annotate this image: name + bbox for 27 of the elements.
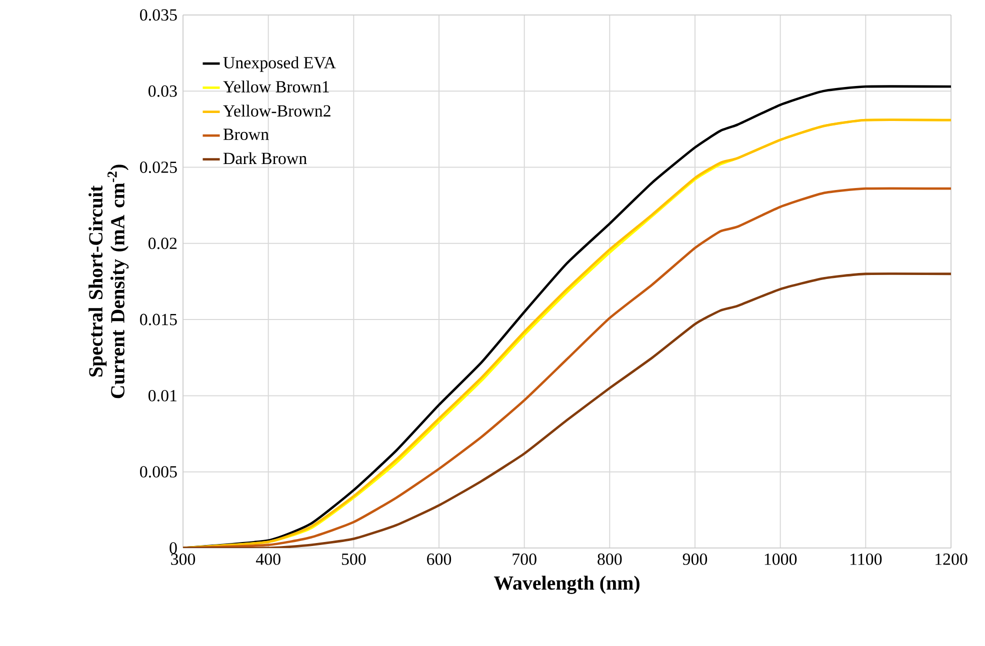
x-tick-label: 700 xyxy=(512,553,536,565)
x-axis-title: Wavelength (nm) xyxy=(494,576,640,594)
x-tick-label: 600 xyxy=(427,553,452,565)
y-axis-title: Spectral Short-Circuit Current Density (mA cm$^{-2}$) xyxy=(88,164,129,398)
y-tick-label: 0.02 xyxy=(148,238,177,250)
x-tick-label: 900 xyxy=(682,553,708,565)
y-tick-label: 0.03 xyxy=(148,85,177,97)
x-tick-label: 1100 xyxy=(850,553,882,565)
x-tick-label: 500 xyxy=(342,553,366,565)
y-tick-label: 0.01 xyxy=(148,390,176,402)
legend-label: Unexposed EVA xyxy=(223,56,336,72)
y-tick-label: 0.035 xyxy=(140,9,177,21)
x-tick-label: 800 xyxy=(598,553,622,565)
y-tick-label: 0.025 xyxy=(140,162,177,174)
line-series xyxy=(183,272,951,548)
x-tick-label: 300 xyxy=(171,553,196,565)
x-tick-label: 1000 xyxy=(764,553,797,565)
y-tick-label: 0.015 xyxy=(140,314,177,326)
legend-label: Dark Brown xyxy=(223,152,307,164)
legend-label: Yellow Brown1 xyxy=(223,80,329,93)
line-series xyxy=(183,187,951,548)
y-tick-label: 0 xyxy=(170,542,177,554)
x-tick-label: 400 xyxy=(256,553,280,565)
legend-label: Yellow-Brown2 xyxy=(223,104,330,117)
legend-label: Brown xyxy=(223,128,269,140)
x-tick-label: 1200 xyxy=(936,553,968,565)
y-tick-label: 0.005 xyxy=(140,466,177,478)
